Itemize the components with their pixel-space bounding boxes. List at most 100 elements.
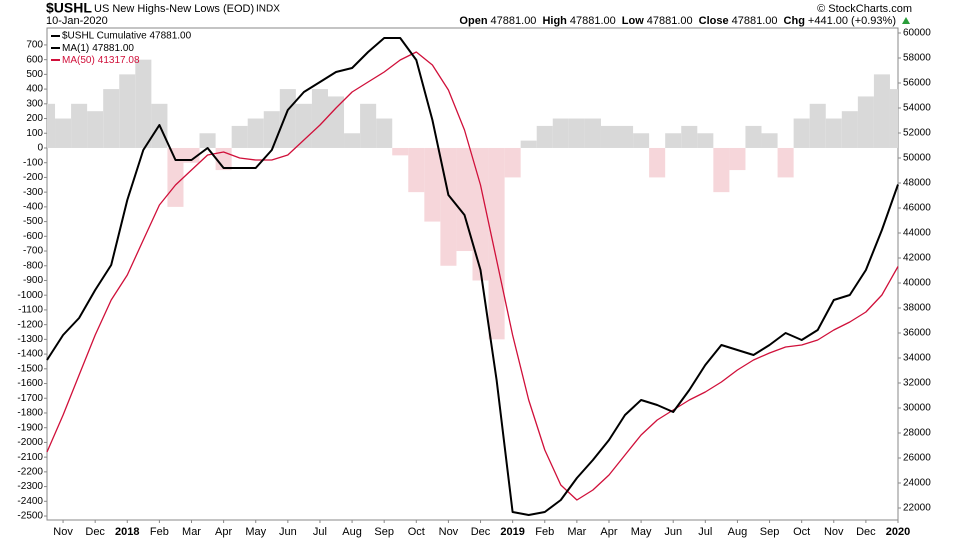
y-tick-label: -400 xyxy=(23,202,43,213)
x-tick-label: 2020 xyxy=(886,526,910,538)
y-tick-label: -1400 xyxy=(17,349,43,360)
up-arrow xyxy=(902,17,910,24)
histogram-bar xyxy=(279,89,296,148)
histogram-bar xyxy=(199,133,216,148)
x-tick-label: May xyxy=(245,526,266,538)
histogram-bar xyxy=(793,118,810,148)
quote-value: 47881.00 xyxy=(732,15,778,27)
x-tick-label: Aug xyxy=(342,526,362,538)
x-tick-label: Dec xyxy=(471,526,491,538)
histogram-bar xyxy=(311,89,328,148)
histogram-bar xyxy=(424,147,441,222)
x-tick-label: 2018 xyxy=(115,526,139,538)
quote-label: Chg xyxy=(784,15,805,27)
y2-tick-label: 26000 xyxy=(903,453,931,464)
quote-label: Close xyxy=(699,15,729,27)
histogram-bar xyxy=(119,74,136,148)
histogram-bar xyxy=(71,103,88,148)
y-tick-label: -1900 xyxy=(17,422,43,433)
y2-tick-label: 44000 xyxy=(903,228,931,239)
histogram-bar xyxy=(713,147,730,193)
y-tick-label: 700 xyxy=(26,40,43,51)
y-tick-label: -1200 xyxy=(17,319,43,330)
quote-label: Open xyxy=(459,15,487,27)
x-tick-label: Mar xyxy=(182,526,201,538)
y-tick-label: -300 xyxy=(23,187,43,198)
x-tick-label: Nov xyxy=(824,526,844,538)
y-tick-label: 500 xyxy=(26,69,43,80)
x-tick-label: Aug xyxy=(728,526,748,538)
y2-tick-label: 30000 xyxy=(903,403,931,414)
histogram-bar xyxy=(841,111,858,148)
histogram-bar xyxy=(263,111,280,148)
histogram-bar xyxy=(568,118,585,148)
y2-tick-label: 40000 xyxy=(903,278,931,289)
x-tick-label: Jul xyxy=(313,526,327,538)
histogram-bar xyxy=(665,133,682,148)
y2-tick-label: 48000 xyxy=(903,178,931,189)
x-tick-label: Jul xyxy=(698,526,712,538)
histogram-bar xyxy=(584,118,601,148)
y-tick-label: 100 xyxy=(26,128,43,139)
histogram-bar xyxy=(873,74,890,148)
y2-tick-label: 36000 xyxy=(903,328,931,339)
histogram-bar xyxy=(392,147,409,156)
y2-tick-label: 22000 xyxy=(903,503,931,514)
histogram-bar xyxy=(889,89,898,148)
x-tick-label: Nov xyxy=(439,526,459,538)
legend-entry: MA(50) 41317.08 xyxy=(62,55,140,66)
x-tick-label: Oct xyxy=(793,526,810,538)
x-tick-label: Jun xyxy=(664,526,682,538)
histogram-bar xyxy=(327,96,345,148)
quote-value: 47881.00 xyxy=(570,15,616,27)
histogram-bar xyxy=(617,125,634,148)
x-tick-label: Sep xyxy=(374,526,394,538)
histogram-bar xyxy=(857,96,874,148)
x-tick-label: Jun xyxy=(279,526,297,538)
x-tick-label: Sep xyxy=(760,526,780,538)
y-tick-label: -100 xyxy=(23,157,43,168)
y-tick-label: -800 xyxy=(23,260,43,271)
x-tick-label: Apr xyxy=(600,526,617,538)
credit: © StockCharts.com xyxy=(817,3,912,15)
histogram-bar xyxy=(520,140,537,148)
histogram-bar xyxy=(600,125,618,148)
x-tick-label: Feb xyxy=(150,526,169,538)
x-tick-label: Dec xyxy=(856,526,876,538)
y2-tick-label: 50000 xyxy=(903,153,931,164)
y-tick-label: -900 xyxy=(23,275,43,286)
y-tick-label: -1700 xyxy=(17,393,43,404)
y-tick-label: -2000 xyxy=(17,437,43,448)
quote-label: Low xyxy=(622,15,644,27)
y-tick-label: 400 xyxy=(26,84,43,95)
histogram-bar xyxy=(344,133,361,148)
histogram-bar xyxy=(247,118,264,148)
histogram-bar xyxy=(681,125,698,148)
histogram-bar xyxy=(825,118,842,148)
histogram-bar xyxy=(745,125,762,148)
histogram-bar xyxy=(55,118,72,148)
y-tick-label: 200 xyxy=(26,113,43,124)
series-line xyxy=(46,51,899,501)
y-tick-label: -1500 xyxy=(17,363,43,374)
y2-tick-label: 34000 xyxy=(903,353,931,364)
exchange: INDX xyxy=(256,4,280,15)
y-tick-label: -700 xyxy=(23,246,43,257)
histogram-bar xyxy=(504,147,521,178)
y-tick-label: 300 xyxy=(26,98,43,109)
y-tick-label: -2200 xyxy=(17,467,43,478)
y-tick-label: 0 xyxy=(37,143,43,154)
series-line xyxy=(46,37,899,516)
y2-tick-label: 60000 xyxy=(903,28,931,39)
y2-tick-label: 58000 xyxy=(903,53,931,64)
histogram-bar xyxy=(472,147,489,281)
y2-tick-label: 42000 xyxy=(903,253,931,264)
quote-value: 47881.00 xyxy=(647,15,693,27)
y-tick-label: -1800 xyxy=(17,408,43,419)
histogram-bar xyxy=(47,103,56,148)
x-tick-label: 2019 xyxy=(500,526,524,538)
x-tick-label: Mar xyxy=(567,526,586,538)
histogram-bar xyxy=(729,147,746,171)
legend-entry: MA(1) 47881.00 xyxy=(62,43,134,54)
